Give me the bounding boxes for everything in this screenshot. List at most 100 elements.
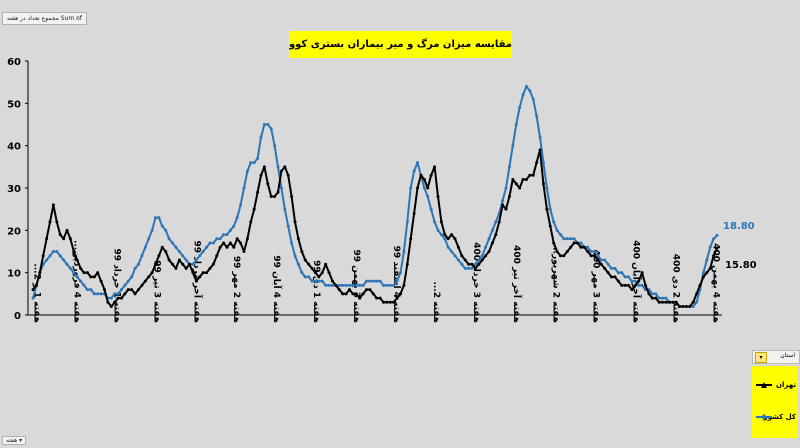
data-point xyxy=(310,279,314,283)
y-tick-label: 50 xyxy=(7,99,21,110)
series-line-1 xyxy=(32,85,718,308)
data-point xyxy=(205,271,209,275)
data-point xyxy=(623,283,627,287)
x-tick-label: هفته 2 دی 400 xyxy=(671,254,681,323)
data-point xyxy=(565,237,569,241)
data-point xyxy=(450,250,454,253)
end-label-country: 18.80 xyxy=(723,221,755,232)
data-point xyxy=(51,250,55,253)
data-point xyxy=(245,237,249,241)
data-point xyxy=(31,288,35,292)
data-point xyxy=(654,292,658,296)
data-point xyxy=(62,258,66,262)
data-point xyxy=(484,254,488,258)
data-point xyxy=(633,279,637,283)
data-point xyxy=(518,186,522,190)
data-point xyxy=(586,250,590,253)
data-point xyxy=(480,254,484,258)
data-point xyxy=(218,237,222,241)
data-point xyxy=(375,296,379,300)
data-point xyxy=(385,283,389,287)
data-point xyxy=(72,271,76,275)
axis-field-button[interactable]: هفته ▾ xyxy=(2,436,27,445)
data-point xyxy=(113,300,117,304)
data-point xyxy=(225,245,229,249)
data-point xyxy=(283,207,287,211)
data-point xyxy=(657,296,661,300)
data-point xyxy=(409,186,413,190)
data-point xyxy=(535,161,539,165)
data-point xyxy=(674,300,678,304)
data-point xyxy=(361,283,365,287)
data-point xyxy=(572,241,576,245)
data-point xyxy=(562,254,566,258)
data-point xyxy=(562,237,566,241)
data-point xyxy=(579,241,583,245)
data-point xyxy=(303,258,307,262)
data-point xyxy=(130,275,134,279)
data-point xyxy=(79,279,83,283)
data-point xyxy=(456,245,460,249)
data-point xyxy=(344,292,348,296)
data-point xyxy=(382,283,386,287)
data-point xyxy=(552,241,556,245)
legend-header[interactable]: استان ▾ xyxy=(752,350,800,364)
legend-label-tehran: تهران xyxy=(776,381,796,389)
data-point xyxy=(242,250,246,253)
data-point xyxy=(514,123,518,126)
data-point xyxy=(463,266,467,270)
data-point xyxy=(177,250,181,253)
data-point xyxy=(405,220,409,224)
data-point xyxy=(688,305,692,309)
data-point xyxy=(276,190,280,194)
data-point xyxy=(347,283,351,287)
data-point xyxy=(603,266,607,270)
data-point xyxy=(109,305,113,309)
field-button[interactable]: مجموع تعداد در هفته Sum of xyxy=(2,12,87,25)
data-point xyxy=(58,254,62,258)
data-point xyxy=(644,283,648,287)
filter-dropdown-icon[interactable]: ▾ xyxy=(755,352,767,363)
data-point xyxy=(310,266,314,270)
data-point xyxy=(92,292,96,296)
data-point xyxy=(147,237,151,241)
data-point xyxy=(596,254,600,258)
data-point xyxy=(99,292,103,296)
data-point xyxy=(273,144,277,148)
data-point xyxy=(269,127,273,131)
data-point xyxy=(521,178,525,182)
data-point xyxy=(701,271,705,275)
data-point xyxy=(494,233,498,237)
data-point xyxy=(429,173,433,177)
data-point xyxy=(708,266,712,270)
data-point xyxy=(38,271,42,275)
data-point xyxy=(269,194,273,198)
data-point xyxy=(181,254,185,258)
data-point xyxy=(416,186,420,190)
data-point xyxy=(368,288,372,292)
data-point xyxy=(647,292,651,296)
legend-swatch-country-icon xyxy=(756,414,772,420)
data-point xyxy=(671,300,675,304)
data-point xyxy=(123,283,127,287)
data-point xyxy=(307,275,311,279)
data-point xyxy=(630,288,634,292)
data-point xyxy=(334,283,338,287)
data-point xyxy=(89,288,93,292)
data-point xyxy=(102,288,106,292)
x-tick-label: هفته 2 مهر 99 xyxy=(231,256,241,323)
x-tick-label: هفته 2 شهریور... xyxy=(551,244,561,323)
data-point xyxy=(259,173,263,177)
data-point xyxy=(154,262,158,266)
data-point xyxy=(548,207,552,211)
data-point xyxy=(375,279,379,283)
series-lines xyxy=(31,84,719,309)
data-point xyxy=(330,279,334,283)
data-point xyxy=(705,271,709,275)
data-point xyxy=(627,275,631,279)
data-point xyxy=(705,258,709,262)
y-tick-label: 0 xyxy=(14,311,21,322)
data-point xyxy=(453,254,457,258)
data-point xyxy=(167,258,171,262)
y-tick-label: 60 xyxy=(7,57,21,68)
